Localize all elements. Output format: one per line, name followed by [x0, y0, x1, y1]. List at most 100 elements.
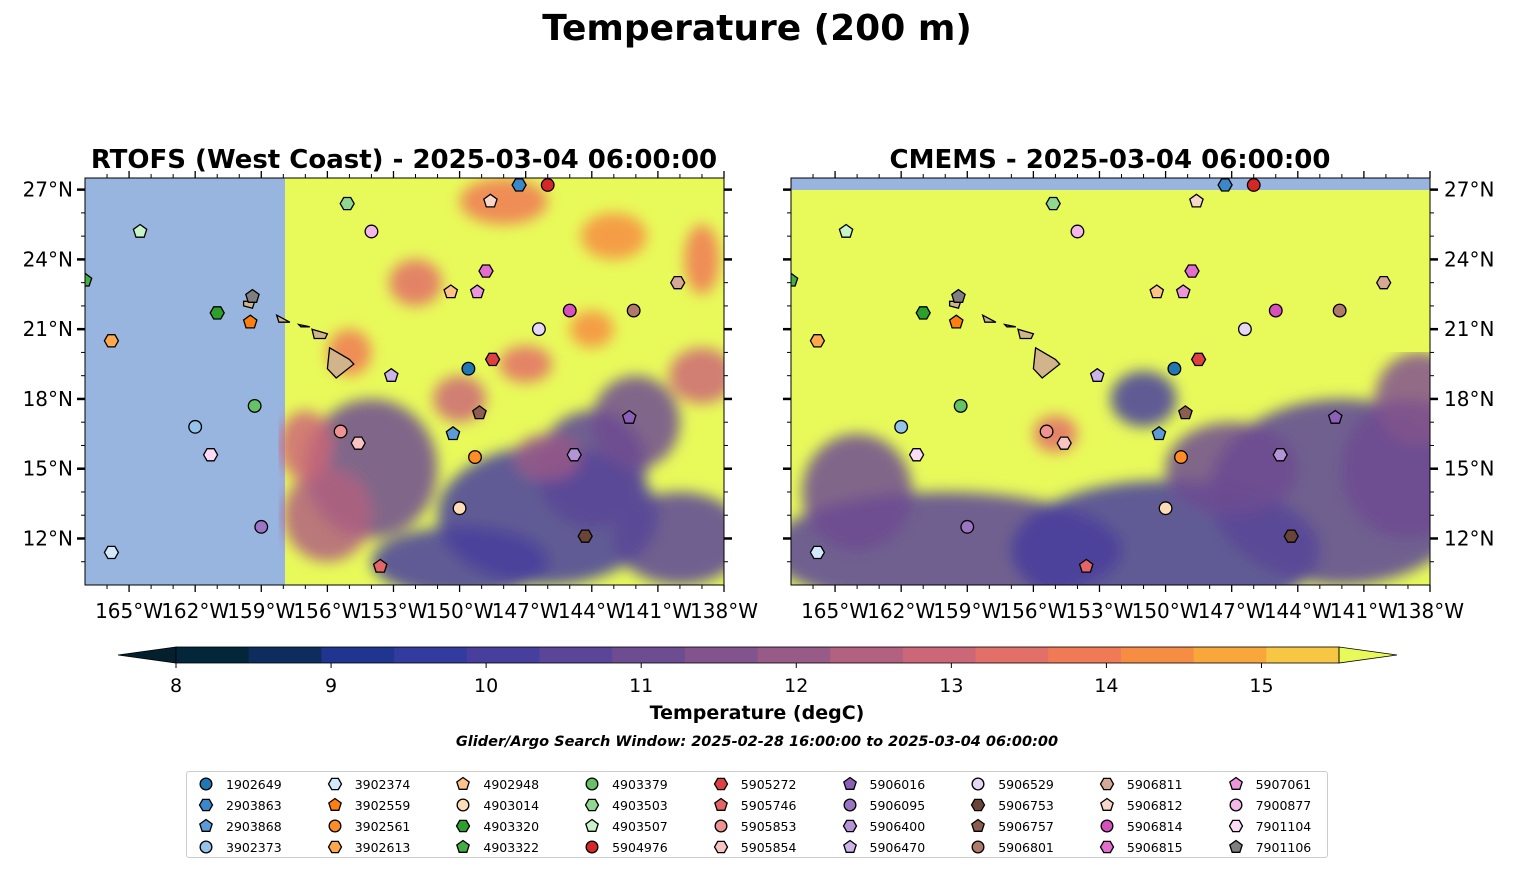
legend-marker-3902373 [199, 840, 213, 854]
island-0 [326, 346, 355, 379]
legend-marker-icon [1099, 777, 1115, 791]
legend-marker-icon [970, 798, 986, 812]
float-marker-5906814 [1268, 303, 1283, 318]
legend-item-4902948: 4902948 [455, 774, 539, 794]
float-marker-4903503 [339, 196, 355, 211]
colorbar-tick-label: 9 [325, 675, 337, 697]
legend-item-5906529: 5906529 [970, 774, 1054, 794]
legend-marker-icon [199, 840, 213, 854]
legend-label: 4903320 [483, 818, 540, 834]
y-tick-label: 27°N [1444, 178, 1494, 202]
x-tick-label: 147°W [1198, 599, 1266, 623]
island-0 [1032, 346, 1061, 379]
float-marker-4902948 [1149, 284, 1165, 299]
float-marker-5906801 [626, 303, 641, 318]
legend-marker-5906801 [971, 840, 985, 854]
legend-item-4903014: 4903014 [455, 795, 539, 815]
cmems-title: CMEMS - 2025-03-04 06:00:00 [890, 145, 1331, 175]
search-window-caption: Glider/Argo Search Window: 2025-02-28 16… [456, 734, 1058, 750]
legend-marker-5906814 [1100, 819, 1114, 833]
x-tick-label: 165°W [95, 599, 163, 623]
y-tick-label: 15°N [23, 457, 73, 481]
legend-marker-icon [199, 777, 213, 791]
legend-marker-icon [971, 818, 986, 832]
colorbar-tick-label: 12 [784, 675, 808, 697]
x-tick-label: 162°W [161, 599, 229, 623]
float-marker-2903868 [1151, 425, 1167, 441]
legend-marker-icon [1228, 776, 1243, 790]
legend-label: 2903868 [226, 818, 282, 834]
colorbar-segment [684, 647, 758, 663]
legend-marker-icon [585, 818, 600, 832]
legend-marker-icon [327, 797, 342, 811]
legend-item-4903503: 4903503 [584, 795, 668, 815]
float-marker-4903320 [915, 306, 931, 320]
legend-marker-icon [584, 798, 600, 812]
legend-item-4903320: 4903320 [455, 816, 539, 836]
legend-item-5906753: 5906753 [970, 795, 1054, 815]
legend-item-1902649: 1902649 [198, 774, 282, 794]
legend-marker-icon [1100, 819, 1114, 833]
legend-marker-icon [456, 819, 471, 833]
legend-label: 5906801 [998, 839, 1054, 855]
legend-marker-icon [198, 798, 214, 812]
float-marker-3902613 [103, 334, 120, 348]
legend-marker-5906470 [842, 839, 857, 853]
float-marker-4903014 [452, 501, 467, 516]
legend-item-4903379: 4903379 [584, 774, 668, 794]
legend-label: 5906812 [1126, 797, 1183, 813]
float-marker-7901104 [202, 448, 219, 462]
legend-marker-icon [199, 818, 213, 832]
island-2 [296, 323, 310, 328]
legend-marker-5907061 [1228, 776, 1243, 790]
float-marker-5906757 [472, 405, 487, 420]
legend-item-5906095: 5906095 [842, 795, 925, 815]
legend-marker-icon [1229, 798, 1243, 812]
float-marker-5905746 [1078, 558, 1094, 573]
legend-item-2903863: 2903863 [198, 795, 282, 815]
legend-item-7901106: 7901106 [1228, 837, 1311, 857]
y-tick-label: 24°N [23, 247, 73, 271]
cmems-map-frame [790, 177, 1431, 586]
colorbar-segment [1193, 647, 1267, 663]
island-3 [275, 313, 291, 323]
colorbar-segment [466, 647, 540, 663]
colorbar-segment [321, 647, 395, 663]
colorbar-segment [394, 647, 468, 663]
legend-marker-5906757 [971, 818, 986, 832]
float-marker-3902559 [948, 314, 964, 329]
legend-label: 5906016 [869, 776, 926, 792]
legend-marker-2903863 [198, 798, 214, 812]
colorbar-segment [248, 647, 322, 663]
legend-label: 4903014 [483, 797, 540, 813]
float-marker-5906095 [960, 519, 975, 534]
float-marker-5905272 [484, 352, 501, 367]
colorbar-segment [1266, 647, 1340, 663]
legend-marker-3902559 [327, 797, 342, 811]
x-tick-label: 138°W [1396, 599, 1464, 623]
legend-label: 3902559 [354, 797, 411, 813]
cmems-float-markers [791, 178, 1392, 573]
legend-label: 7900877 [1255, 797, 1312, 813]
x-tick-label: 159°W [227, 599, 295, 623]
legend-marker-icon [713, 777, 729, 791]
legend-marker-5905746 [713, 797, 728, 811]
legend-marker-icon [1099, 840, 1115, 854]
legend-label: 5905272 [740, 776, 797, 792]
colorbar-segment [902, 647, 977, 663]
float-marker-5906095 [254, 519, 269, 534]
float-marker-4903507 [838, 223, 854, 238]
y-tick-label: 27°N [23, 178, 73, 202]
legend-marker-icon [713, 797, 728, 811]
legend-label: 7901104 [1255, 818, 1312, 834]
x-tick-label: 159°W [933, 599, 1001, 623]
float-marker-5906812 [483, 193, 498, 208]
float-marker-4903507 [132, 223, 148, 238]
colorbar-segment [612, 647, 686, 663]
legend-label: 3902561 [354, 818, 411, 834]
float-marker-5905854 [1056, 436, 1072, 450]
legend-marker-icon [456, 776, 471, 790]
rtofs-float-markers [85, 178, 686, 573]
legend-marker-5906812 [1099, 797, 1114, 811]
x-tick-label: 141°W [1330, 599, 1398, 623]
